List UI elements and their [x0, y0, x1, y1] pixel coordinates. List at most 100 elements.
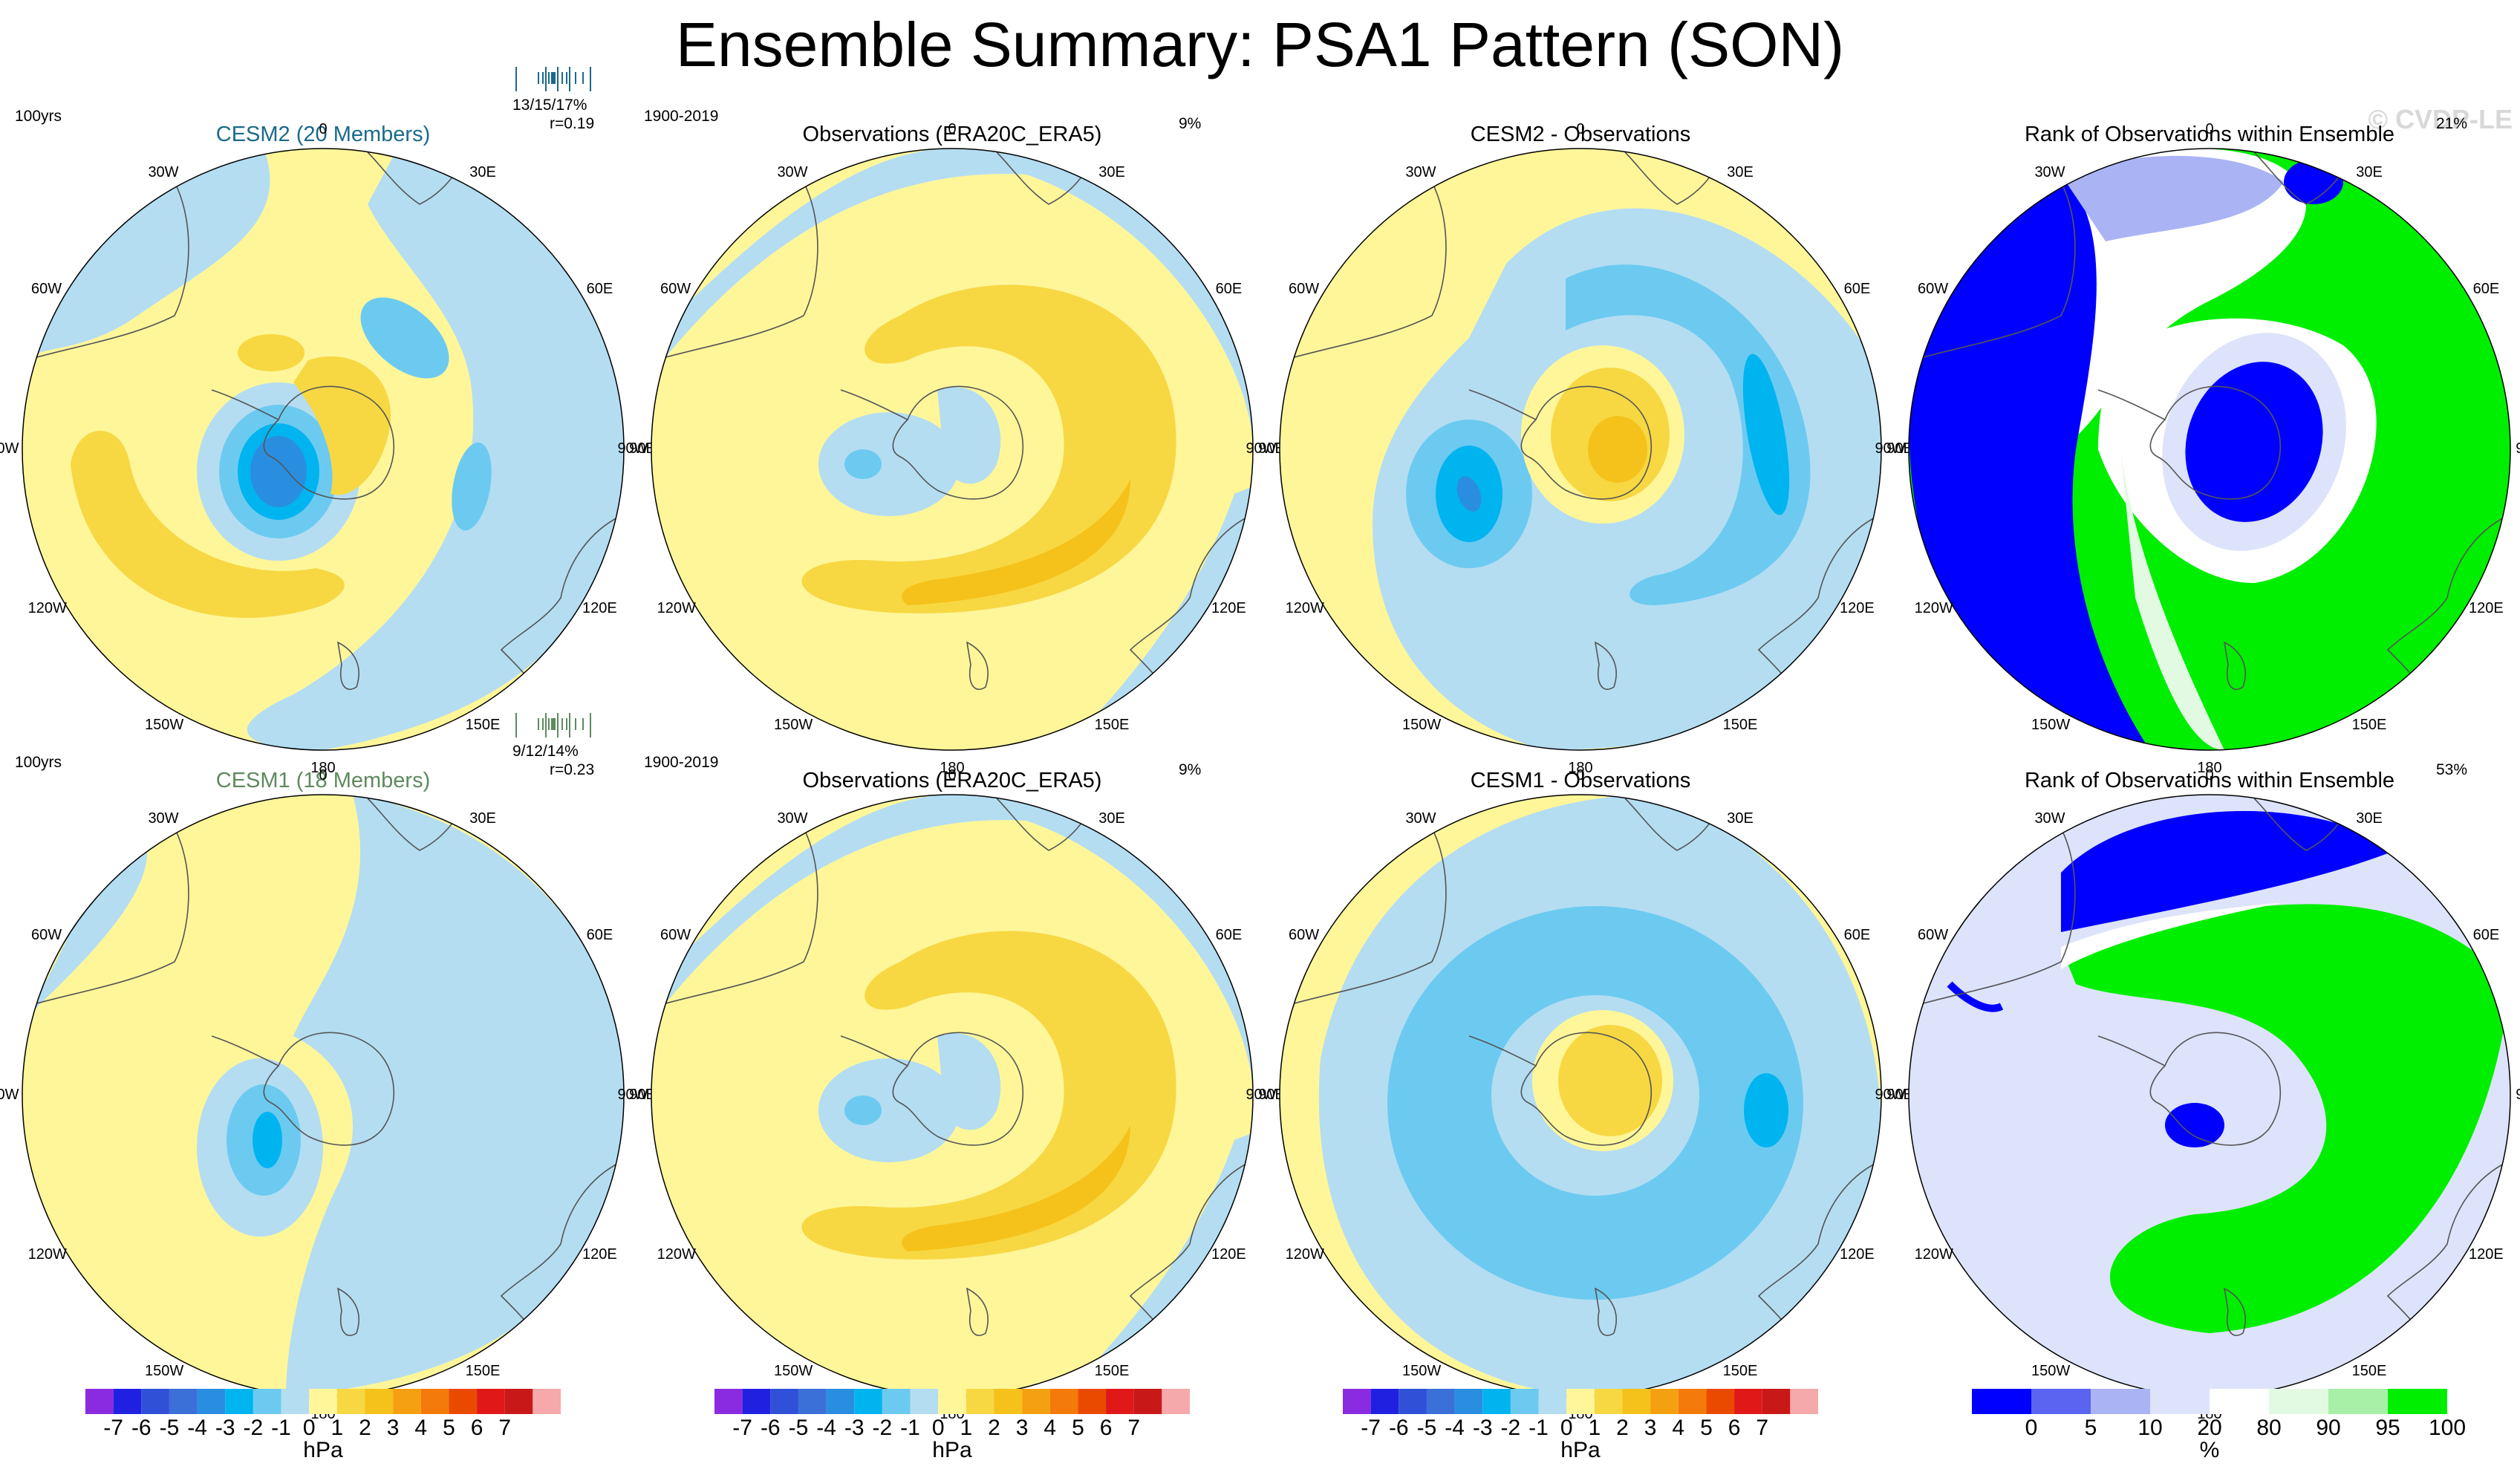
lon-label: 60E: [1215, 281, 1243, 297]
panel-title: Rank of Observations within Ensemble: [2024, 123, 2395, 146]
colorbar-swatch: [882, 1389, 911, 1414]
colorbar-label: 5: [2084, 1416, 2097, 1440]
lon-label: 150W: [1402, 717, 1442, 734]
new-zealand-coast: [1594, 641, 1617, 690]
colorbar-swatch: [826, 1389, 855, 1414]
colorbar-label: 7: [1756, 1416, 1769, 1440]
lon-label: 0: [1576, 767, 1585, 784]
lon-label: 90E: [1886, 440, 1913, 457]
colorbar-label: 1: [331, 1416, 344, 1440]
lon-label: 150W: [774, 1363, 813, 1380]
colorbar-label: -2: [872, 1416, 893, 1440]
colorbar-label: 20: [2197, 1416, 2222, 1440]
neg-arc-core: [1742, 354, 1790, 515]
lon-label: 30E: [2356, 163, 2383, 180]
colorbar-label: 4: [1672, 1416, 1685, 1440]
antarctica-coast: [263, 1032, 395, 1146]
colorbar-label: 4: [414, 1416, 428, 1440]
polar-map: [1908, 794, 2511, 1397]
colorbar-label: -6: [760, 1416, 781, 1440]
colorbar-swatch: [85, 1389, 114, 1414]
lon-label: 120E: [1211, 1246, 1246, 1263]
peninsula-coast: [211, 1035, 279, 1066]
colorbar-label: 2: [1616, 1416, 1629, 1440]
antarctica-coast: [892, 385, 1024, 500]
new-zealand-coast: [2223, 641, 2246, 690]
lon-label: 150W: [145, 1363, 184, 1380]
lon-label: 60E: [1843, 281, 1871, 297]
lon-label: 120W: [27, 1246, 67, 1263]
colorbar-label: 5: [443, 1416, 455, 1440]
lon-label: 60W: [660, 927, 691, 943]
page-title: Ensemble Summary: PSA1 Pattern (SON): [675, 10, 1845, 79]
colorbar-swatch: [1454, 1389, 1483, 1414]
new-zealand-coast: [336, 1287, 359, 1336]
antarctica-coast: [1520, 385, 1653, 500]
south-america-coast: [1283, 827, 1447, 1007]
lon-label: 0: [1576, 121, 1585, 137]
antarctic-neg: [937, 1033, 1001, 1130]
colorbar-label: 5: [1072, 1416, 1084, 1440]
lon-label: 150W: [2031, 1363, 2071, 1380]
colorbar-swatch: [1426, 1389, 1455, 1414]
neg-rim: [651, 795, 1253, 1095]
lon-label: 150E: [1722, 1363, 1758, 1380]
lon-label: 60W: [31, 927, 62, 943]
lon-label: 0: [319, 121, 328, 137]
period-label: 1900-2019: [644, 108, 719, 125]
percent-label: 21%: [2436, 115, 2468, 132]
colorbar-label: 2: [359, 1416, 371, 1440]
colorbar-swatch: [994, 1389, 1023, 1414]
colorbar: [85, 1389, 561, 1414]
colorbar-label: -1: [1528, 1416, 1549, 1440]
colorbar-swatch: [1510, 1389, 1539, 1414]
colorbar-swatch: [504, 1389, 533, 1414]
colorbar-label: -1: [900, 1416, 920, 1440]
south-america-coast: [1912, 827, 2076, 1007]
colorbar-swatch: [798, 1389, 827, 1414]
peninsula-coast: [211, 389, 279, 420]
colorbar-swatch: [2031, 1389, 2091, 1414]
lon-label: 120E: [1211, 600, 1246, 616]
polar-map: [651, 148, 1254, 751]
antarctic-neg: [937, 387, 1001, 484]
colorbar-swatch: [714, 1389, 743, 1414]
pos-arc-core: [902, 1125, 1130, 1251]
south-america-coast: [654, 181, 818, 361]
colorbar-label: -4: [1445, 1416, 1465, 1440]
neg-e-core: [1744, 1073, 1788, 1147]
colorbar-label: 1: [1588, 1416, 1601, 1440]
colorbar-label: 0: [302, 1416, 316, 1440]
colorbar-label: 3: [1015, 1416, 1029, 1440]
colorbar-unit: hPa: [932, 1438, 972, 1462]
antarctica-coast: [2149, 1032, 2282, 1146]
center-pos3: [1588, 416, 1647, 483]
blue-arc: [2061, 811, 2395, 932]
percent-label: 9%: [1179, 115, 1202, 132]
lon-label: 90W: [1875, 1087, 1906, 1103]
antarctica-coast: [263, 385, 395, 500]
panel-title: Observations (ERA20C_ERA5): [802, 123, 1102, 146]
colorbar-label: 6: [1099, 1416, 1113, 1440]
colorbar-swatch: [2328, 1389, 2388, 1414]
colorbar-swatch: [1482, 1389, 1511, 1414]
lon-label: 120W: [27, 600, 67, 616]
low-core: [250, 436, 307, 507]
lon-label: 30W: [148, 810, 179, 827]
colorbar-label: -5: [159, 1416, 180, 1440]
period-label: 1900-2019: [644, 754, 719, 771]
new-zealand-coast: [336, 641, 359, 690]
lon-label: 30E: [469, 163, 496, 180]
colorbar-swatch: [910, 1389, 939, 1414]
lon-label: 0: [948, 121, 957, 137]
lon-label: 0: [319, 767, 328, 784]
neg-nw: [22, 149, 270, 360]
colorbar-swatch: [477, 1389, 505, 1414]
colorbar-label: -3: [215, 1416, 235, 1440]
colorbar-label: 7: [1127, 1416, 1141, 1440]
lon-label: 0: [948, 767, 957, 784]
map-boundary: [1908, 148, 2511, 751]
lon-label: 30E: [1727, 163, 1754, 180]
colorbar-unit: %: [2199, 1438, 2220, 1462]
colorbar-swatch: [253, 1389, 281, 1414]
